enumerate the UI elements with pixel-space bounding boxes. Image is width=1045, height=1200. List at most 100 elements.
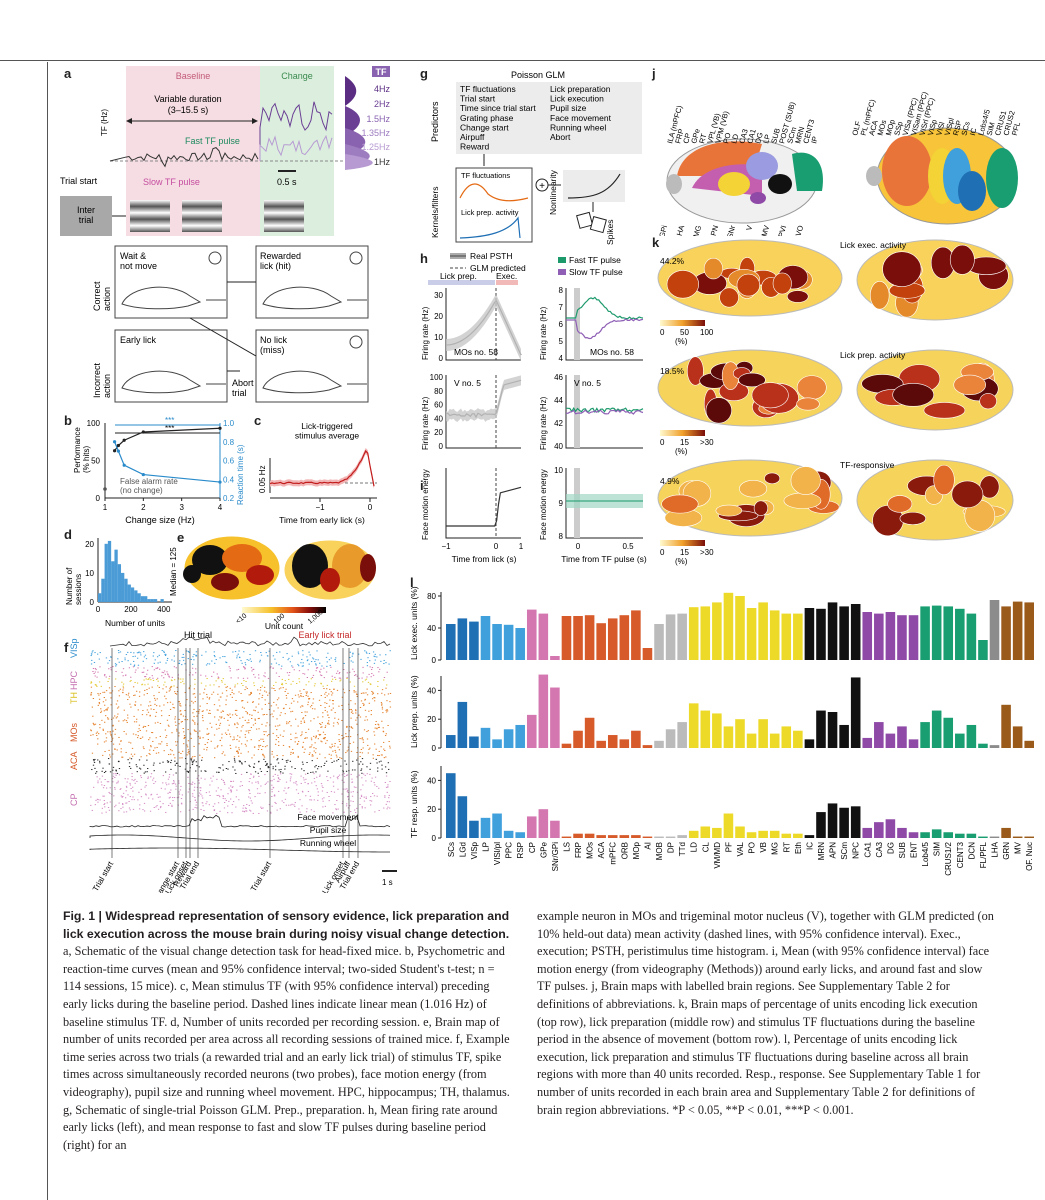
- c-xtick-neg1: −1: [315, 503, 325, 512]
- caption-left: Fig. 1 | Widespread representation of se…: [63, 908, 515, 1154]
- l-category: VAL: [736, 841, 745, 856]
- h-v-band: [446, 375, 521, 422]
- g-nonlinearity-box: [563, 170, 625, 202]
- b-rt-point: [122, 463, 126, 467]
- b-xtick: 1: [103, 503, 108, 512]
- d-xtick: 400: [157, 605, 171, 614]
- l-bar: [480, 817, 491, 838]
- l-bar: [654, 740, 664, 748]
- l-bar: [978, 743, 988, 748]
- correct-action-label: Correctaction: [92, 281, 112, 311]
- j-sag-label: SCm: [785, 126, 798, 144]
- j-dorsal-label: VISp: [926, 118, 939, 136]
- l-bar: [561, 836, 572, 838]
- k-colorbar-tick: 100: [700, 328, 714, 337]
- l-bar: [920, 722, 930, 748]
- b-ylabel-left: Performance(% hits): [73, 427, 91, 473]
- l-bar: [480, 616, 491, 660]
- panel-label-h: h: [420, 251, 428, 266]
- l-bar: [700, 606, 711, 660]
- l-category: PPC: [505, 842, 514, 859]
- l-bar: [712, 713, 722, 748]
- l-category: APN: [829, 842, 838, 859]
- b-rt-point: [112, 440, 117, 444]
- l-category: LS: [562, 842, 571, 852]
- k-map-title: Lick exec. activity: [840, 240, 907, 250]
- l-bar: [492, 813, 502, 838]
- l-category: NPC: [852, 842, 861, 859]
- l-bar: [955, 608, 965, 660]
- l-bar: [642, 836, 653, 838]
- l-bar: [897, 726, 907, 748]
- j-sag-label: RT: [697, 132, 708, 144]
- d-bar: [150, 599, 154, 602]
- left-rule: [47, 62, 48, 1200]
- l-bar: [503, 830, 514, 838]
- l-bar: [746, 608, 757, 660]
- l-bar: [769, 610, 780, 660]
- d-bar: [140, 596, 145, 602]
- k-map-title: TF-responsive: [840, 460, 895, 470]
- l-bar: [1024, 836, 1034, 838]
- l-bar: [908, 615, 919, 660]
- panel-k-maps: Lick exec. activity 44.2% 0 50 100 (%) Lick pr…: [657, 239, 1014, 566]
- l-ytick: 40: [427, 686, 436, 695]
- b-ytick-right: 0.6: [223, 457, 235, 466]
- f-region-visp: VISp: [69, 638, 79, 658]
- d-xtick: 200: [124, 605, 138, 614]
- dice-icon: [576, 211, 607, 234]
- l-ytick: 0: [432, 744, 437, 753]
- h-ytick: 8: [559, 286, 564, 295]
- l-bar: [712, 602, 722, 660]
- h-ytick: 9: [559, 499, 564, 508]
- l-bar: [526, 816, 537, 838]
- svg-text:+: +: [539, 181, 545, 192]
- l-bar: [781, 833, 792, 838]
- h-v-fast: [565, 406, 644, 414]
- l-bar: [1012, 601, 1023, 660]
- l-bar: [931, 605, 942, 660]
- caption-right-text: example neuron in MOs and trigeminal mot…: [537, 909, 994, 1117]
- early-lick-box: [114, 329, 228, 403]
- wait-label: Wait & not move: [120, 251, 157, 271]
- change-trace: [259, 101, 333, 161]
- d-ytick: 10: [85, 569, 94, 578]
- h-ytick: 4: [559, 354, 564, 363]
- tf-level-1hz: 1Hz: [374, 157, 390, 167]
- f-region-th: TH: [69, 692, 79, 704]
- l-category: Eth: [794, 842, 803, 854]
- l-bar: [827, 803, 838, 838]
- l-bar: [712, 827, 722, 838]
- h-ylabel-4: Firing rate (Hz): [539, 396, 548, 450]
- l-bar: [1012, 726, 1023, 748]
- j-dorsal-atlas: [866, 127, 1018, 225]
- l-category: GRN: [1002, 842, 1011, 860]
- j-dorsal-label: RSP: [951, 119, 964, 136]
- l-bar: [469, 736, 479, 748]
- l-category: CA1: [863, 841, 872, 857]
- c-scale-label: 0.05 Hz: [258, 465, 267, 493]
- l-bar: [469, 820, 479, 838]
- h-ylabel-2: Firing rate (Hz): [539, 306, 548, 360]
- h-neuron-v-right: V no. 5: [574, 378, 601, 388]
- l-category: GPe: [539, 841, 548, 858]
- d-bar: [153, 599, 158, 602]
- panel-b-chart: Performance(% hits) Reaction time (s) 1 2…: [73, 416, 245, 525]
- f-face-label: Face movement: [298, 812, 360, 822]
- l-bar: [1024, 602, 1034, 660]
- l-bar: [607, 835, 618, 838]
- j-dorsal-label: SIM: [985, 121, 997, 136]
- b-ytick-left: 0: [96, 494, 101, 503]
- l-category: VISl/pl: [493, 842, 502, 865]
- g-kernel2-curve: [459, 216, 521, 239]
- f-region-hpc: HPC: [69, 670, 79, 690]
- l-bar: [642, 745, 653, 748]
- h-mos-band: [446, 295, 521, 361]
- l-category: DCN: [967, 842, 976, 860]
- c-confidence-band: [270, 447, 374, 490]
- l-category: SCs: [447, 842, 456, 857]
- j-dorsal-label: OLF: [850, 120, 863, 137]
- panel-g-glm: Poisson GLM Predictors TF fluctuationsTr…: [430, 70, 642, 245]
- c-xtick-0: 0: [368, 503, 373, 512]
- j-dorsal-label: SCs: [959, 120, 971, 136]
